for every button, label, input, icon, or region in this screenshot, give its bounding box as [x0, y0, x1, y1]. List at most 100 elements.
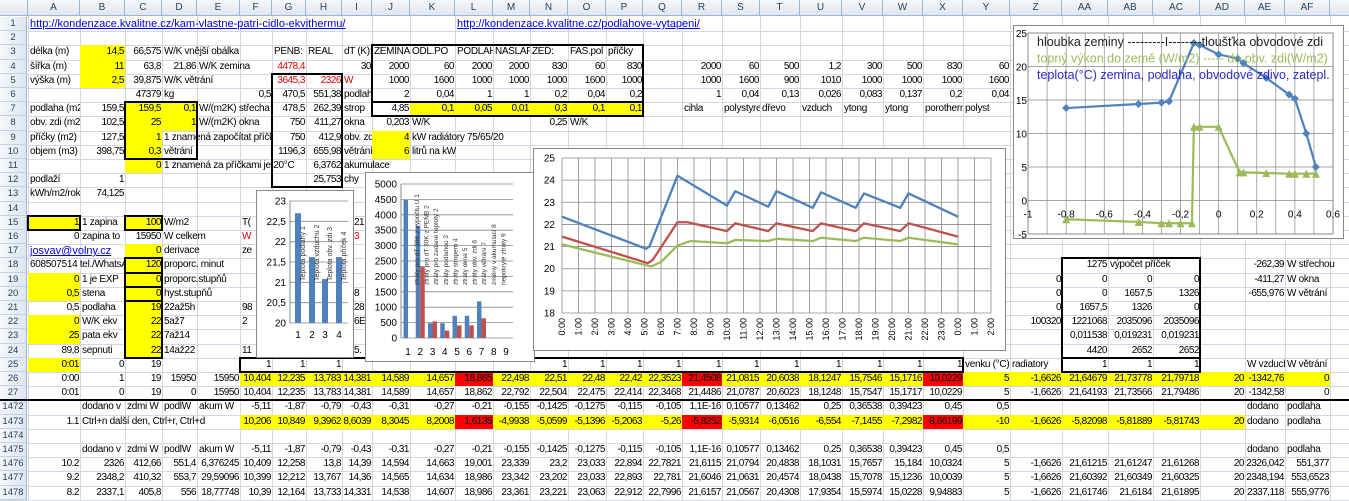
cell-p4[interactable]: 830 [626, 60, 643, 72]
cell-ae1478[interactable]: 2337,118 [1247, 486, 1284, 498]
column-header-n[interactable]: N [530, 0, 568, 16]
cell-p3[interactable]: příčky [608, 46, 633, 58]
cell-d9[interactable]: 1 znamená započítat příčky z [164, 131, 272, 143]
cell-o4[interactable]: 60 [594, 60, 606, 72]
cell-c7[interactable]: 159,5 [125, 102, 162, 117]
cell-b21[interactable]: podlaha [82, 302, 116, 313]
cell-e27[interactable]: 15950 [213, 387, 240, 399]
column-header-c[interactable]: C [125, 0, 162, 16]
cell-p1472[interactable]: -0,115 [617, 401, 642, 413]
cell-d1477[interactable]: 553,7 [173, 472, 196, 484]
cell-b8[interactable]: 102,5 [101, 117, 124, 129]
cell-o1473[interactable]: -5,1396 [568, 414, 606, 429]
cell-o1478[interactable]: 23,063 [577, 486, 605, 498]
row-header-4[interactable]: 4 [0, 59, 27, 74]
cell-h26[interactable]: 13,783 [306, 372, 342, 387]
cell-a7[interactable]: podlaha (m2) [30, 103, 80, 115]
cell-z19[interactable]: 0 [1055, 273, 1062, 285]
cell-n1473[interactable]: -5,0599 [530, 414, 568, 429]
cell-c21[interactable]: 19 [125, 301, 162, 316]
cell-k27[interactable]: 14,657 [426, 387, 454, 399]
cell-m6[interactable]: 1 [523, 89, 530, 100]
cell-k1477[interactable]: 14,634 [426, 472, 454, 484]
cell-m4[interactable]: 2000 [508, 60, 530, 72]
cell-i11[interactable]: akumulace [344, 160, 390, 171]
cell-r1478[interactable]: 21,6157 [688, 486, 721, 498]
cell-h10[interactable]: 655,98 [313, 145, 341, 157]
cell-ab1476[interactable]: 21,61247 [1114, 458, 1152, 470]
cell-ab1473[interactable]: -5,81889 [1108, 414, 1153, 429]
cell-l26[interactable]: 18,865 [455, 372, 493, 387]
column-header-ag[interactable] [1330, 0, 1349, 16]
row-header-22[interactable]: 22 [0, 315, 27, 330]
cell-w6[interactable]: 0,137 [899, 89, 922, 100]
cell-r27[interactable]: 21,4486 [688, 387, 721, 399]
cell-m1477[interactable]: 23,342 [501, 472, 529, 484]
cell-d3[interactable]: W/K vnější obálka [164, 46, 239, 58]
cell-f1476[interactable]: 10,409 [243, 458, 271, 470]
cell-af19[interactable]: W okna [1287, 273, 1320, 285]
cell-a16[interactable]: 0 [73, 231, 80, 242]
cell-af1477[interactable]: 553,6523 [1291, 472, 1329, 484]
cell-g3[interactable]: PENB: [274, 46, 303, 58]
row-header-5[interactable]: 5 [0, 73, 27, 88]
cell-d10[interactable]: větrání [164, 145, 193, 157]
cell-r26[interactable]: 21,4508 [682, 372, 722, 387]
cell-ab21[interactable]: 1326 [1131, 302, 1153, 313]
cell-l1473[interactable]: 1,6135 [455, 414, 493, 429]
cell-b22[interactable]: W/K ekv [82, 316, 118, 328]
cell-c25[interactable]: 19 [150, 358, 162, 370]
cell-h8[interactable]: 411,27 [314, 117, 341, 129]
cell-i7[interactable]: strop [344, 103, 365, 115]
cell-f1472[interactable]: -5,11 [251, 401, 271, 413]
cell-aa19[interactable]: 0 [1101, 273, 1108, 285]
cell-ad1478[interactable]: 20 [1233, 486, 1245, 498]
row-header-26[interactable]: 26 [0, 372, 27, 387]
cell-s1476[interactable]: 21,0794 [726, 458, 759, 470]
cell-l1478[interactable]: 18,986 [464, 486, 492, 498]
cell-h25[interactable]: 1 [335, 358, 342, 370]
cell-s4[interactable]: 60 [748, 60, 760, 72]
cell-l4[interactable]: 2000 [471, 60, 493, 72]
cell-ae25[interactable]: W vzduch [1247, 358, 1285, 370]
cell-x1473[interactable]: -8,66199 [923, 414, 963, 429]
cell-c6[interactable]: 47379 [135, 89, 162, 100]
cell-j8[interactable]: 0,203 [386, 117, 409, 129]
cell-d7[interactable]: 0,1 [162, 102, 197, 117]
cell-d1476[interactable]: 551,4 [173, 458, 196, 470]
cell-b1477[interactable]: 2348,2 [96, 472, 124, 484]
cell-ae27[interactable]: -1342,58 [1248, 387, 1285, 399]
cell-e4[interactable]: W/K zemina [199, 60, 250, 72]
cell-c18[interactable]: 120 [125, 258, 162, 273]
cell-s27[interactable]: 21,0787 [726, 387, 759, 399]
cell-j3[interactable]: ZEMINA [374, 46, 410, 58]
column-header-j[interactable]: J [372, 0, 410, 16]
cell-a5[interactable]: výška (m) [30, 74, 71, 86]
cell-v1477[interactable]: 15,7078 [849, 472, 882, 484]
cell-d16[interactable]: W celkem [164, 231, 206, 242]
cell-j10[interactable]: 6 [372, 144, 410, 159]
cell-g4[interactable]: 4478,4 [277, 60, 305, 72]
cell-ab23[interactable]: 0,019231 [1114, 330, 1152, 342]
cell-ac20[interactable]: 1326 [1178, 287, 1200, 299]
cell-g1476[interactable]: 12,258 [277, 458, 305, 470]
column-header-o[interactable]: O [568, 0, 606, 16]
cell-d23[interactable]: 7až14 [164, 330, 190, 342]
cell-ab1477[interactable]: 21,60349 [1114, 472, 1152, 484]
column-header-a[interactable]: A [28, 0, 80, 16]
cell-d20[interactable]: hyst.stupňů [164, 287, 212, 299]
cell-d19[interactable]: proporc.stupňů [164, 273, 227, 285]
cell-ae18[interactable]: -262,39 [1253, 259, 1285, 271]
cell-m3[interactable]: NASLAP. [495, 46, 530, 58]
cell-j9[interactable]: 4 [372, 130, 410, 145]
cell-p1478[interactable]: 22,912 [614, 486, 642, 498]
column-header-k[interactable]: K [410, 0, 455, 16]
cell-b19[interactable]: 1 je EXP [82, 273, 119, 285]
row-header-1472[interactable]: 1472 [0, 400, 27, 415]
row-header-13[interactable]: 13 [0, 187, 27, 202]
cell-af1478[interactable]: 555,9776 [1291, 486, 1329, 498]
cell-k10[interactable]: litrů na kW [412, 145, 456, 157]
row-header-1477[interactable]: 1477 [0, 471, 27, 486]
cell-n5[interactable]: 1000 [546, 74, 568, 86]
cell-g7[interactable]: 478,5 [282, 103, 305, 115]
